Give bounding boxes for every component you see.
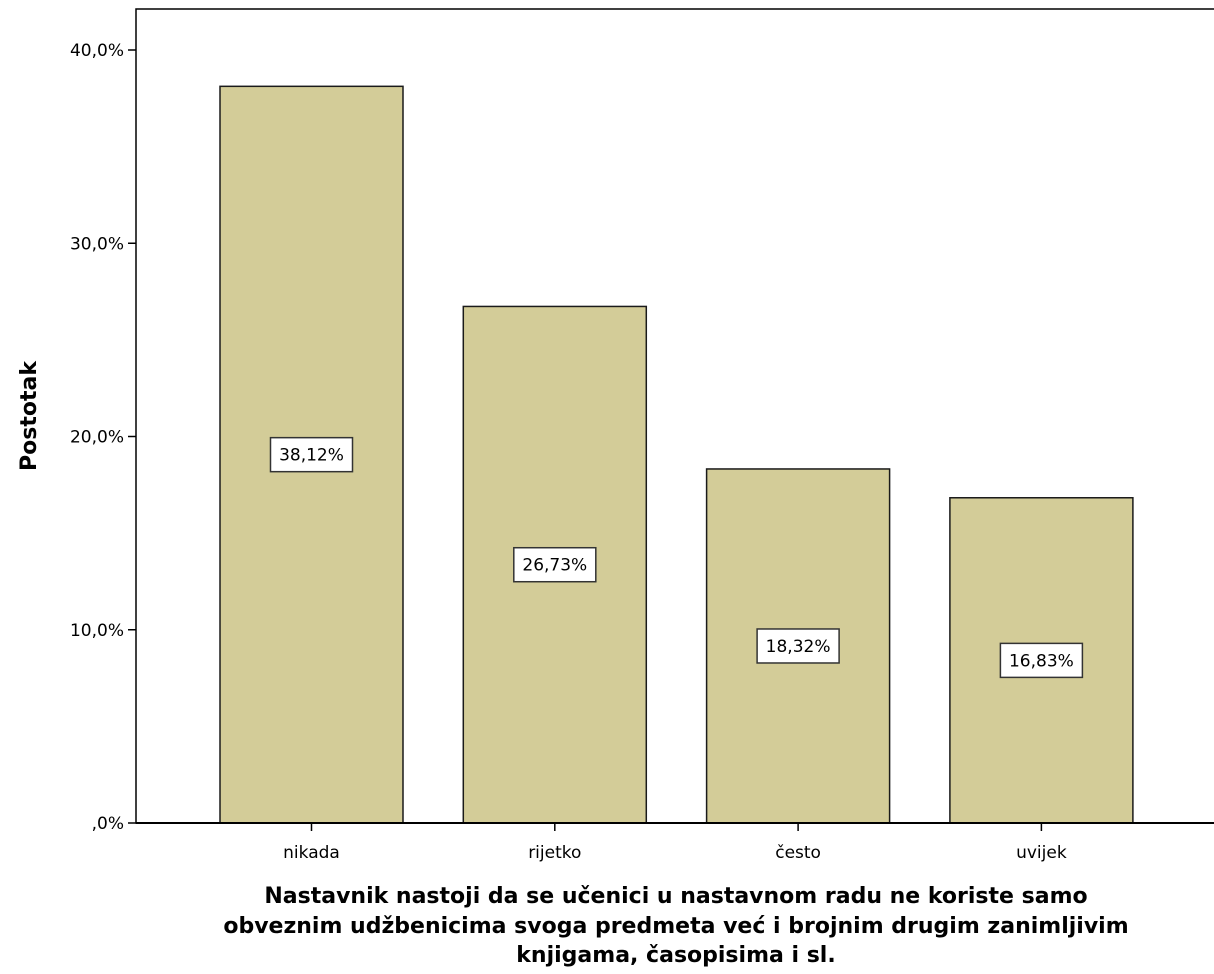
data-label: 26,73% (522, 556, 587, 576)
y-axis-title: Postotak (17, 360, 42, 471)
x-tick-label: nikada (283, 843, 340, 863)
x-axis-title-line-2: obveznim udžbenicima svoga predmeta već … (223, 914, 1128, 939)
data-label: 38,12% (279, 446, 344, 466)
x-axis-title-line-1: Nastavnik nastoji da se učenici u nastav… (264, 884, 1087, 909)
data-label-box (756, 628, 840, 664)
data-label: 18,32% (766, 637, 831, 657)
data-label-box (513, 546, 597, 583)
y-tick-label: 40,0% (70, 41, 124, 61)
x-tick-label: često (775, 843, 821, 863)
bar (219, 85, 404, 824)
data-labels: 38,12% 26,73% 18,32% 16,83% (269, 436, 1084, 679)
y-tick-label: 30,0% (70, 234, 124, 254)
x-axis: nikada rijetko često uvijek (136, 822, 1214, 863)
x-tick-label: rijetko (528, 843, 581, 863)
y-tick-label: 10,0% (70, 621, 124, 641)
y-axis: ,0% 10,0% 20,0% 30,0% 40,0% (70, 41, 136, 834)
x-axis-title-line-3: knjigama, časopisima i sl. (516, 943, 835, 968)
x-tick-label: uvijek (1016, 843, 1067, 863)
y-tick-label: ,0% (92, 814, 124, 834)
bars (219, 85, 1134, 824)
y-tick-label: 20,0% (70, 428, 124, 448)
data-label: 16,83% (1009, 651, 1074, 671)
data-label-box (999, 642, 1084, 679)
data-label-box (269, 436, 354, 473)
